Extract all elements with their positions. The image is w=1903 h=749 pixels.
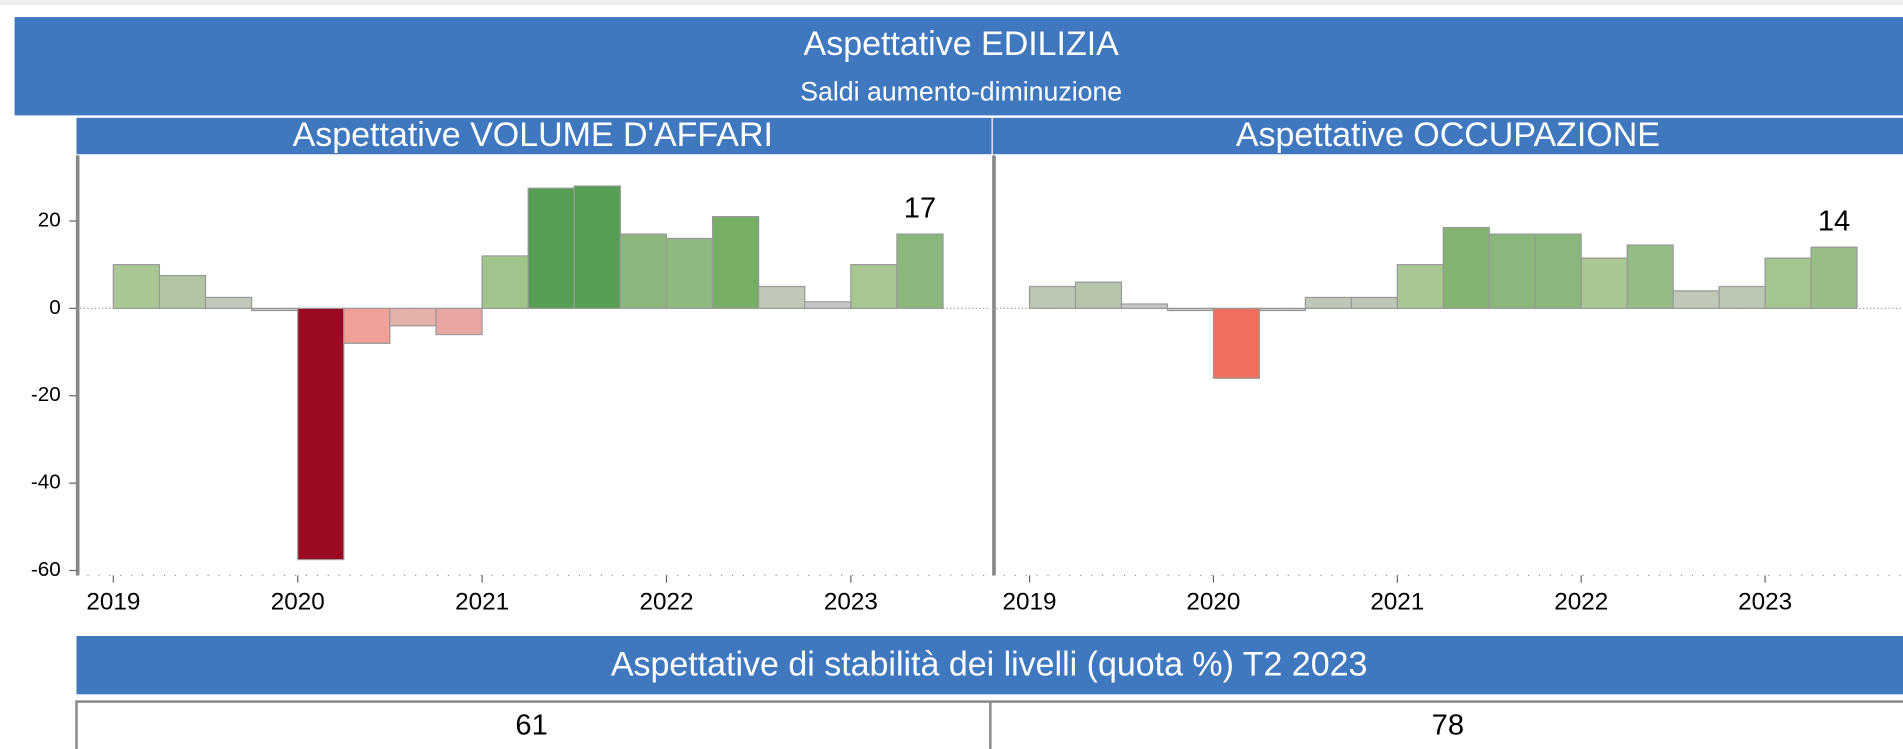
x-tick-label: 2023 [824,589,878,616]
bar [1120,303,1169,309]
bar [1534,233,1582,309]
bar [1350,296,1398,309]
stability-band [76,636,1903,695]
panel-title-band [76,117,992,155]
bar [297,307,345,561]
bar [1166,307,1215,312]
x-tick-label: 2019 [1003,589,1057,616]
panel-title: Aspettative VOLUME D'AFFARI [293,116,773,154]
bar [1442,226,1490,309]
panel-title-band [992,117,1903,155]
bar [711,215,760,309]
bar [112,264,161,309]
bar [389,307,437,327]
stability-value: 78 [1432,710,1464,742]
bar [665,237,714,309]
y-tick-label: -20 [31,383,61,406]
bar [435,307,483,336]
stability-table [75,700,1903,749]
bar [804,301,852,309]
bar [1672,290,1720,309]
bar [158,274,207,309]
panel-title: Aspettative OCCUPAZIONE [1236,116,1660,154]
bar [758,285,806,309]
y-tick-label: 20 [38,208,61,231]
bar [251,307,299,312]
bar [1626,244,1674,309]
bar [850,264,898,309]
bar [343,307,391,344]
bar [1212,307,1261,379]
stability-value: 61 [515,710,547,742]
bar [1258,307,1306,312]
bar [573,185,621,309]
bar [619,233,668,309]
header-title: Aspettative EDILIZIA [804,25,1120,63]
top-strip [0,0,1903,5]
bar [1304,296,1352,309]
header-band [14,17,1903,116]
bar [204,296,253,309]
x-tick-label: 2022 [639,589,693,616]
bar [1764,257,1812,309]
bar [1074,281,1123,309]
bar [1028,285,1077,309]
x-tick-label: 2020 [1186,589,1240,616]
bar [1718,285,1766,309]
bar [1810,246,1858,309]
y-tick-label: -40 [31,471,61,494]
x-tick-label: 2020 [271,589,325,616]
x-tick-label: 2023 [1738,589,1792,616]
bar [527,187,575,309]
bar [896,233,944,309]
header-subtitle: Saldi aumento-diminuzione [800,77,1122,107]
data-label: 17 [904,192,936,224]
x-tick-label: 2021 [1370,589,1424,616]
data-label: 14 [1818,206,1850,238]
bar [1580,257,1628,309]
y-tick-label: -60 [31,558,61,581]
x-tick-label: 2021 [455,589,509,616]
x-tick-label: 2022 [1554,589,1608,616]
bar [1488,233,1536,309]
bar [1396,264,1444,309]
x-tick-label: 2019 [86,589,140,616]
stability-title: Aspettative di stabilità dei livelli (qu… [611,645,1368,683]
bar [481,255,529,309]
y-tick-label: 0 [49,296,60,319]
